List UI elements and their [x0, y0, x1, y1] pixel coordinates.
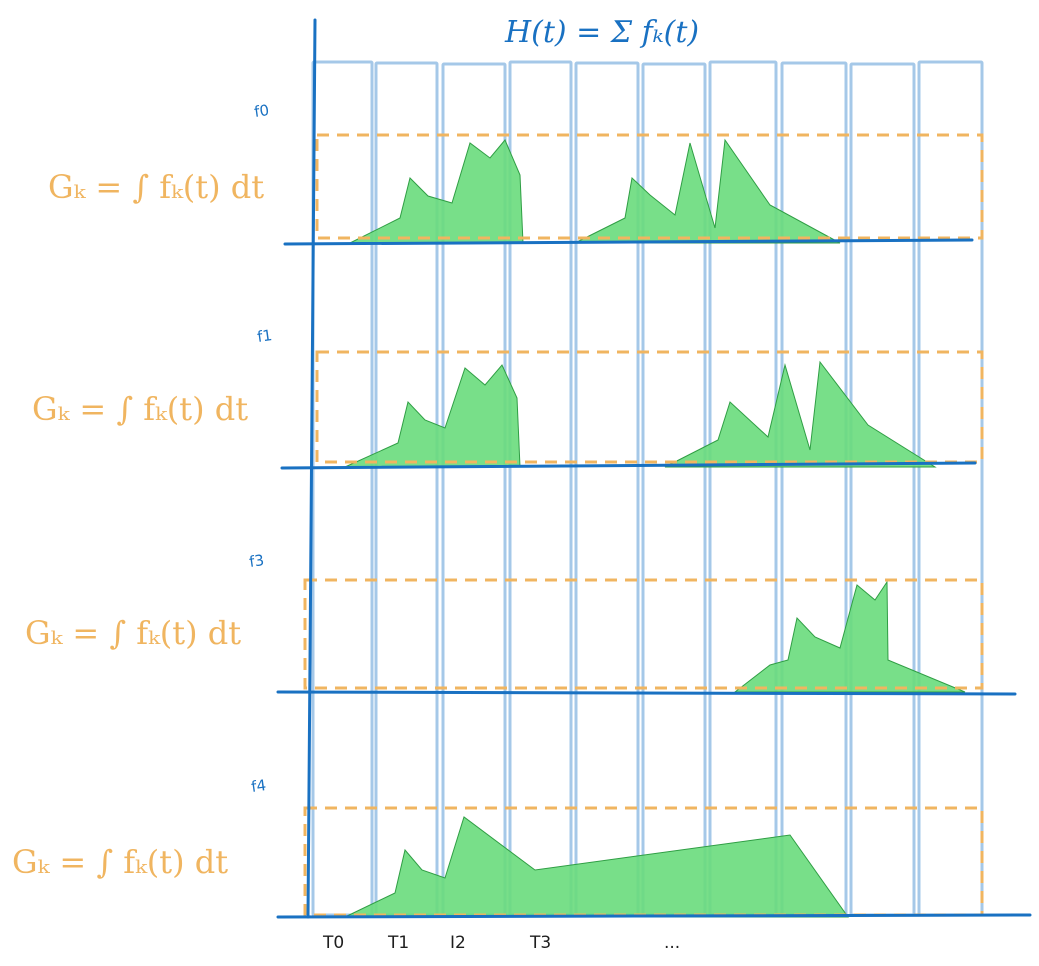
integration-window	[303, 578, 984, 690]
time-label-t1: T1	[387, 933, 409, 953]
signal-area	[344, 364, 521, 468]
integral-formula-f4: Gₖ = ∫ fₖ(t) dt	[12, 843, 228, 881]
row-label-f1: f1	[256, 326, 273, 346]
diagram-title: H(t) = Σ fₖ(t)	[504, 15, 699, 50]
time-label-t0: T0	[322, 933, 344, 953]
integral-formula-f0: Gₖ = ∫ fₖ(t) dt	[48, 168, 264, 206]
row-label-f3: f3	[248, 551, 265, 571]
signal-area	[574, 138, 841, 244]
time-label-t3: T3	[529, 933, 551, 953]
row-baseline	[276, 913, 1032, 919]
integral-formula-f3: Gₖ = ∫ fₖ(t) dt	[25, 614, 241, 652]
row-baseline	[280, 461, 977, 470]
axes	[276, 18, 1032, 919]
time-label-ellipsis: ...	[664, 933, 680, 953]
integration-window	[315, 133, 984, 240]
row-baseline	[276, 690, 1017, 696]
integral-formula-f1: Gₖ = ∫ fₖ(t) dt	[32, 390, 248, 428]
time-column	[574, 61, 640, 917]
time-column	[849, 62, 916, 917]
signal-areas	[344, 138, 966, 918]
row-baseline	[283, 238, 974, 246]
signal-area	[733, 580, 966, 693]
time-column	[311, 60, 374, 917]
time-column	[917, 60, 984, 917]
signal-area	[349, 139, 524, 244]
signal-area	[344, 816, 849, 918]
time-column	[780, 61, 848, 917]
row-label-f0: f0	[253, 101, 270, 121]
integration-window	[315, 350, 984, 464]
row-label-f4: f4	[250, 776, 267, 796]
signal-area	[664, 360, 937, 468]
time-label-t2: I2	[450, 933, 466, 953]
